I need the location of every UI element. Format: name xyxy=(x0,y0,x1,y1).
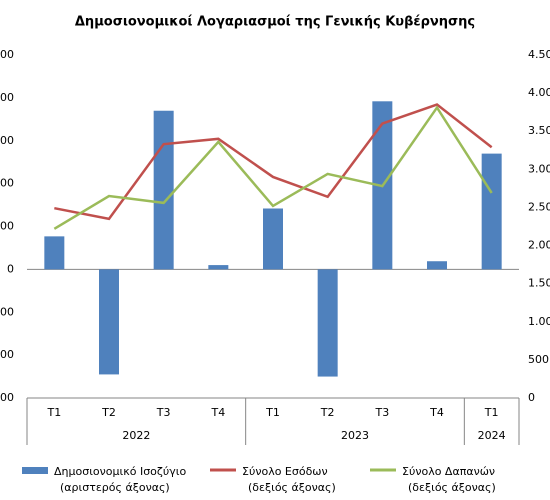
x-tick-label: Τ2 xyxy=(320,406,335,419)
x-group-label: 2022 xyxy=(122,429,150,442)
x-tick-label: Τ2 xyxy=(101,406,116,419)
y2-tick-label: 2.000 xyxy=(528,239,550,252)
x-tick-label: Τ4 xyxy=(429,406,444,419)
legend-label: Σύνολο Δαπανών (δεξιός άξονας) xyxy=(402,465,496,494)
y-tick-label: 500 xyxy=(0,220,14,233)
y2-tick-label: 1.000 xyxy=(528,315,550,328)
bar xyxy=(153,110,174,270)
legend-label: Δημοσιονομικό Ισοζύγιο (αριστερός άξονας) xyxy=(54,465,186,494)
line xyxy=(53,105,493,230)
y-tick-label: -500 xyxy=(0,305,14,318)
y2-tick-label: 1.500 xyxy=(528,277,550,290)
y2-tick-label: 2.500 xyxy=(528,200,550,213)
y-tick-label: -1.000 xyxy=(0,348,14,361)
bar xyxy=(99,269,119,375)
bar xyxy=(44,236,65,270)
legend-entry: Δημοσιονομικό Ισοζύγιο (αριστερός άξονας) xyxy=(22,465,186,494)
y-tick-label: 2.500 xyxy=(0,48,14,61)
legend-entry: Σύνολο Εσόδων (δεξιός άξονας) xyxy=(210,465,336,494)
bar xyxy=(427,261,447,270)
y2-tick-label: 500 xyxy=(528,353,549,366)
chart-title: Δημοσιονομικοί Λογαριασμοί της Γενικής Κ… xyxy=(75,15,475,30)
y2-tick-label: 3.000 xyxy=(528,162,550,175)
y2-tick-label: 3.500 xyxy=(528,124,550,137)
x-tick-label: Τ3 xyxy=(156,406,171,419)
y2-tick-label: 0 xyxy=(528,391,535,404)
line xyxy=(54,103,493,221)
bar xyxy=(263,208,283,270)
y-tick-label: -1.500 xyxy=(0,391,14,404)
y-tick-label: 2.000 xyxy=(0,91,14,104)
y2-tick-label: 4.000 xyxy=(528,86,550,99)
y-tick-label: 1.500 xyxy=(0,134,14,147)
y-tick-label: 1.000 xyxy=(0,177,14,190)
legend-entry: Σύνολο Δαπανών (δεξιός άξονας) xyxy=(370,465,496,494)
bar xyxy=(208,265,229,270)
y2-tick-label: 4.500 xyxy=(528,48,550,61)
x-tick-label: Τ1 xyxy=(46,406,61,419)
x-group-label: 2024 xyxy=(478,429,506,442)
x-tick-label: Τ3 xyxy=(374,406,389,419)
legend-swatch xyxy=(22,467,48,474)
bar xyxy=(317,269,338,377)
x-tick-label: Τ1 xyxy=(484,406,499,419)
x-tick-label: Τ1 xyxy=(265,406,280,419)
x-group-label: 2023 xyxy=(341,429,369,442)
legend-label: Σύνολο Εσόδων (δεξιός άξονας) xyxy=(242,465,336,494)
x-tick-label: Τ4 xyxy=(210,406,225,419)
bar xyxy=(481,153,502,270)
y-tick-label: 0 xyxy=(7,262,14,275)
